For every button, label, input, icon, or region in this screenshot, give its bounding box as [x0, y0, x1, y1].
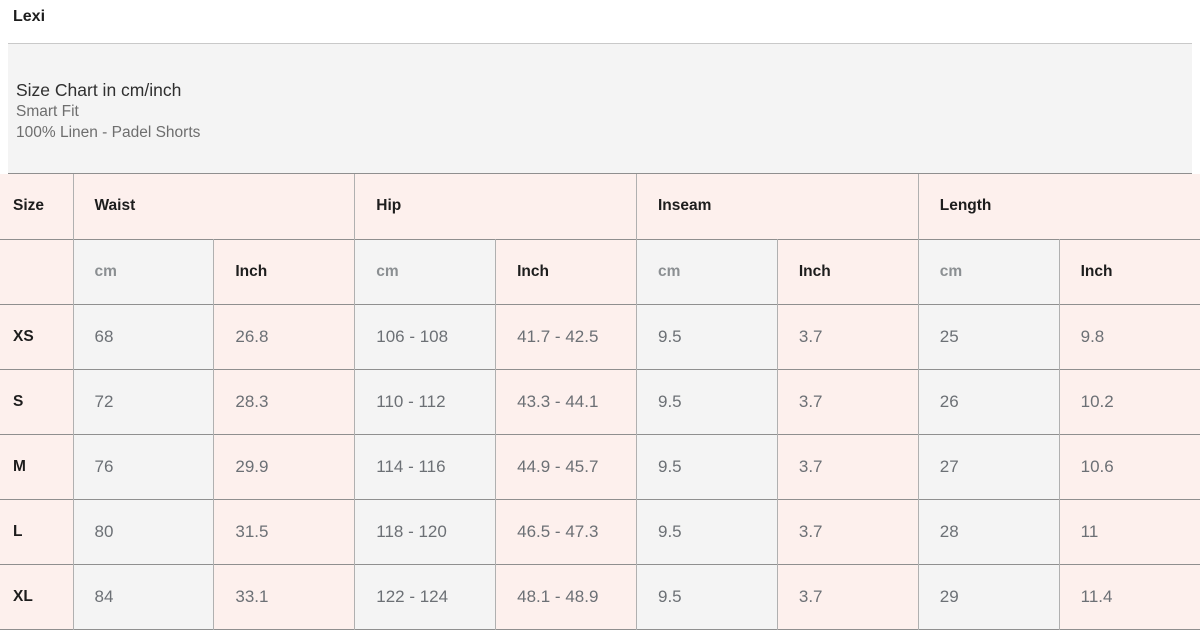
material-subtitle: 100% Linen - Padel Shorts — [16, 124, 201, 141]
inseam-cm-value: 9.5 — [636, 369, 778, 434]
hip-inch-value: 43.3 - 44.1 — [495, 369, 637, 434]
waist-column-header: Waist — [72, 174, 355, 239]
waist-cm-value: 76 — [72, 434, 214, 499]
unit-header-row: cm Inch cm Inch cm Inch cm Inch — [0, 239, 1200, 304]
hip-inch-header: Inch — [495, 239, 637, 304]
waist-cm-value: 68 — [72, 304, 214, 369]
length-cm-value: 29 — [917, 564, 1060, 629]
waist-inch-value: 33.1 — [213, 564, 355, 629]
size-label: L — [0, 499, 73, 564]
size-chart-table: Size Waist Hip Inseam Length cm Inch cm … — [0, 174, 1200, 630]
inseam-cm-value: 9.5 — [636, 499, 778, 564]
waist-inch-header: Inch — [213, 239, 355, 304]
hip-cm-value: 106 - 108 — [354, 304, 496, 369]
waist-cm-value: 80 — [72, 499, 214, 564]
size-label: XL — [0, 564, 73, 629]
size-row-xs: XS 68 26.8 106 - 108 41.7 - 42.5 9.5 3.7… — [0, 304, 1200, 369]
size-column-header: Size — [0, 174, 73, 239]
length-inch-value: 11.4 — [1058, 564, 1200, 629]
inseam-cm-value: 9.5 — [636, 434, 778, 499]
size-row-m: M 76 29.9 114 - 116 44.9 - 45.7 9.5 3.7 … — [0, 434, 1200, 499]
length-column-header: Length — [917, 174, 1200, 239]
waist-inch-value: 26.8 — [213, 304, 355, 369]
hip-inch-value: 41.7 - 42.5 — [495, 304, 637, 369]
size-row-xl: XL 84 33.1 122 - 124 48.1 - 48.9 9.5 3.7… — [0, 564, 1200, 629]
length-cm-value: 26 — [917, 369, 1060, 434]
fit-subtitle: Smart Fit — [16, 103, 79, 120]
inseam-inch-value: 3.7 — [776, 564, 919, 629]
length-cm-header: cm — [917, 239, 1060, 304]
size-label: M — [0, 434, 73, 499]
waist-cm-value: 84 — [72, 564, 214, 629]
waist-inch-value: 31.5 — [213, 499, 355, 564]
group-header-row: Size Waist Hip Inseam Length — [0, 174, 1200, 239]
waist-inch-value: 28.3 — [213, 369, 355, 434]
inseam-cm-value: 9.5 — [636, 564, 778, 629]
hip-inch-value: 48.1 - 48.9 — [495, 564, 637, 629]
length-inch-value: 9.8 — [1058, 304, 1200, 369]
inseam-inch-value: 3.7 — [776, 304, 919, 369]
size-label: S — [0, 369, 73, 434]
hip-inch-value: 44.9 - 45.7 — [495, 434, 637, 499]
size-row-s: S 72 28.3 110 - 112 43.3 - 44.1 9.5 3.7 … — [0, 369, 1200, 434]
hip-inch-value: 46.5 - 47.3 — [495, 499, 637, 564]
waist-cm-value: 72 — [72, 369, 214, 434]
inseam-cm-header: cm — [636, 239, 778, 304]
length-cm-value: 25 — [917, 304, 1060, 369]
inseam-cm-value: 9.5 — [636, 304, 778, 369]
size-chart-heading: Size Chart in cm/inch — [16, 80, 182, 100]
length-inch-header: Inch — [1058, 239, 1200, 304]
inseam-inch-value: 3.7 — [776, 434, 919, 499]
size-row-l: L 80 31.5 118 - 120 46.5 - 47.3 9.5 3.7 … — [0, 499, 1200, 564]
page-title: Lexi — [13, 8, 46, 25]
hip-cm-value: 122 - 124 — [354, 564, 496, 629]
hip-cm-value: 114 - 116 — [354, 434, 496, 499]
length-inch-value: 10.6 — [1058, 434, 1200, 499]
intro-panel: Size Chart in cm/inch Smart Fit 100% Lin… — [8, 44, 1192, 174]
inseam-inch-value: 3.7 — [776, 369, 919, 434]
hip-cm-header: cm — [354, 239, 496, 304]
waist-inch-value: 29.9 — [213, 434, 355, 499]
hip-column-header: Hip — [354, 174, 637, 239]
hip-cm-value: 118 - 120 — [354, 499, 496, 564]
intro-section: Size Chart in cm/inch Smart Fit 100% Lin… — [8, 43, 1192, 174]
length-cm-value: 27 — [917, 434, 1060, 499]
inseam-column-header: Inseam — [636, 174, 919, 239]
unit-row-spacer — [0, 239, 73, 304]
waist-cm-header: cm — [72, 239, 214, 304]
length-inch-value: 11 — [1058, 499, 1200, 564]
length-inch-value: 10.2 — [1058, 369, 1200, 434]
inseam-inch-header: Inch — [776, 239, 919, 304]
inseam-inch-value: 3.7 — [776, 499, 919, 564]
size-label: XS — [0, 304, 73, 369]
hip-cm-value: 110 - 112 — [354, 369, 496, 434]
length-cm-value: 28 — [917, 499, 1060, 564]
